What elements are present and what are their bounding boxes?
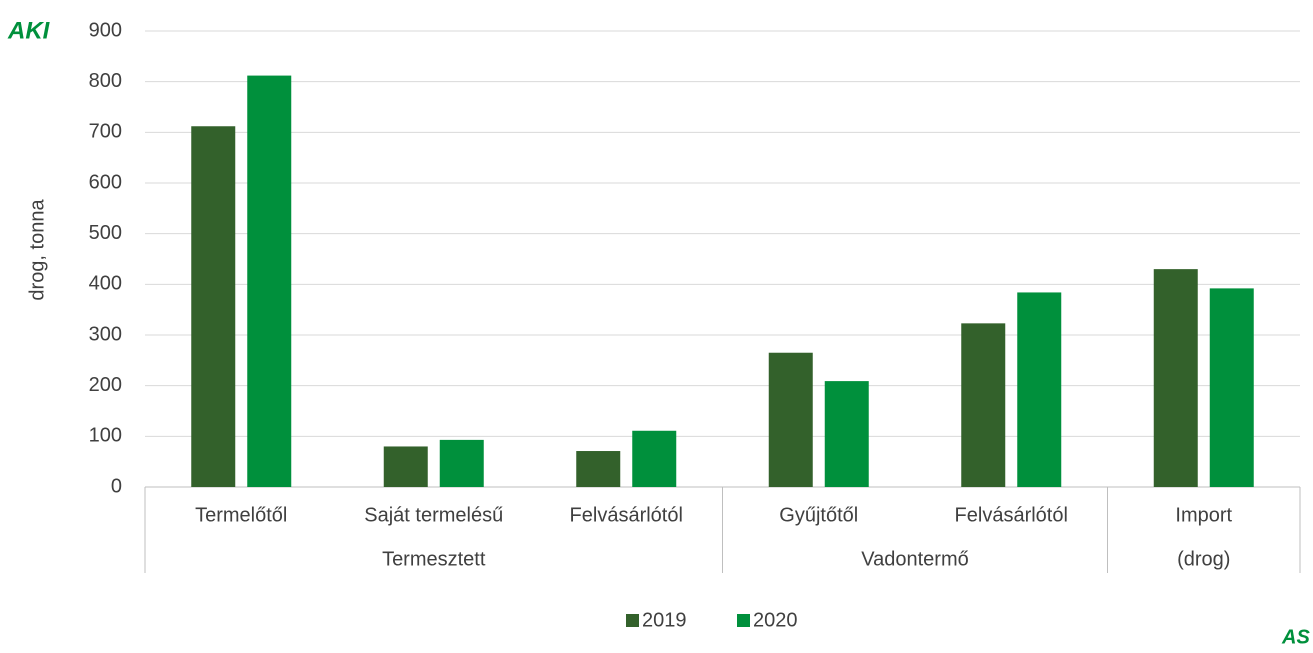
x-tick-label: Felvásárlótól bbox=[570, 504, 683, 526]
y-tick-label: 800 bbox=[89, 70, 122, 92]
logo: AS bbox=[1281, 626, 1310, 648]
bar bbox=[1153, 269, 1198, 487]
y-tick-label: 700 bbox=[89, 121, 122, 143]
x-tick-label: Saját termelésű bbox=[364, 504, 503, 526]
legend-label: 2020 bbox=[753, 609, 798, 631]
y-tick-label: 200 bbox=[89, 374, 122, 396]
y-tick-label: 0 bbox=[111, 475, 122, 497]
bar bbox=[1017, 292, 1062, 487]
bar bbox=[1209, 288, 1254, 487]
group-label: Termesztett bbox=[382, 548, 486, 570]
y-tick-label: 300 bbox=[89, 323, 122, 345]
legend-swatch bbox=[626, 614, 639, 627]
x-tick-label: Felvásárlótól bbox=[955, 504, 1068, 526]
bar bbox=[439, 439, 484, 487]
y-tick-label: 900 bbox=[89, 19, 122, 41]
bar bbox=[961, 323, 1006, 487]
bar bbox=[247, 75, 292, 487]
x-tick-label: Gyűjtőtől bbox=[779, 504, 858, 526]
bar bbox=[824, 381, 869, 487]
x-tick-label: Import bbox=[1175, 504, 1232, 526]
bar bbox=[576, 451, 621, 487]
y-tick-label: 600 bbox=[89, 171, 122, 193]
legend-label: 2019 bbox=[642, 609, 687, 631]
y-tick-label: 400 bbox=[89, 273, 122, 295]
group-label: Vadontermő bbox=[861, 548, 968, 570]
bar bbox=[191, 126, 236, 488]
logo: AKI bbox=[7, 17, 51, 44]
x-tick-label: Termelőtől bbox=[195, 504, 287, 526]
bar bbox=[632, 430, 677, 487]
y-tick-label: 500 bbox=[89, 222, 122, 244]
bar bbox=[768, 352, 813, 487]
y-tick-label: 100 bbox=[89, 425, 122, 447]
y-axis-label: drog, tonna bbox=[26, 199, 48, 301]
legend-swatch bbox=[737, 614, 750, 627]
group-label: (drog) bbox=[1177, 548, 1230, 570]
bar bbox=[383, 446, 428, 487]
